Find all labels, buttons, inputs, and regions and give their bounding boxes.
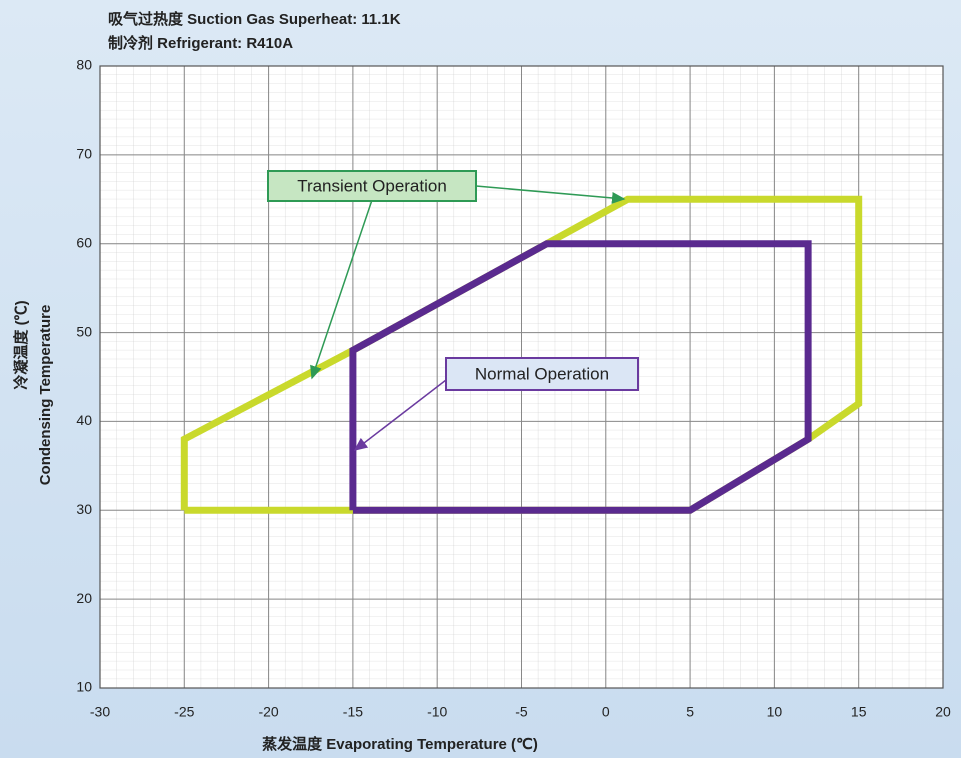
plot-frame xyxy=(99,65,944,689)
x-tick-label: 15 xyxy=(851,704,867,720)
chart-title: 吸气过热度 Suction Gas Superheat: 11.1K xyxy=(108,10,401,28)
y-tick-label: 10 xyxy=(76,679,92,695)
y-axis-label: 冷凝温度 (℃) xyxy=(12,300,30,389)
x-tick-label: -5 xyxy=(515,704,528,720)
x-tick-label: -15 xyxy=(343,704,363,720)
y-tick-label: 30 xyxy=(76,501,92,517)
x-tick-label: -30 xyxy=(90,704,110,720)
x-tick-label: 10 xyxy=(767,704,783,720)
x-tick-label: -20 xyxy=(258,704,278,720)
y-tick-label: 80 xyxy=(76,57,92,73)
y-axis-label: Condensing Temperature xyxy=(37,305,54,486)
annotation-box xyxy=(267,170,477,202)
x-axis-label: 蒸发温度 Evaporating Temperature (℃) xyxy=(262,735,538,753)
x-tick-label: -25 xyxy=(174,704,194,720)
chart-subtitle: 制冷剂 Refrigerant: R410A xyxy=(108,34,293,52)
x-tick-label: 5 xyxy=(686,704,694,720)
x-tick-label: -10 xyxy=(427,704,447,720)
annotation-label: Transient Operation xyxy=(297,176,447,195)
y-tick-label: 60 xyxy=(76,234,92,250)
annotation-arrow xyxy=(353,379,447,451)
annotation-box xyxy=(445,357,639,391)
annotation-arrow xyxy=(475,185,626,204)
y-tick-label: 20 xyxy=(76,590,92,606)
annotation-arrow xyxy=(310,199,373,380)
y-tick-label: 50 xyxy=(76,323,92,339)
annotation-label: Normal Operation xyxy=(475,364,609,383)
y-tick-label: 70 xyxy=(76,146,92,162)
x-tick-label: 20 xyxy=(935,704,951,720)
envelope-line xyxy=(349,240,812,514)
y-tick-label: 40 xyxy=(76,412,92,428)
x-tick-label: 0 xyxy=(602,704,610,720)
